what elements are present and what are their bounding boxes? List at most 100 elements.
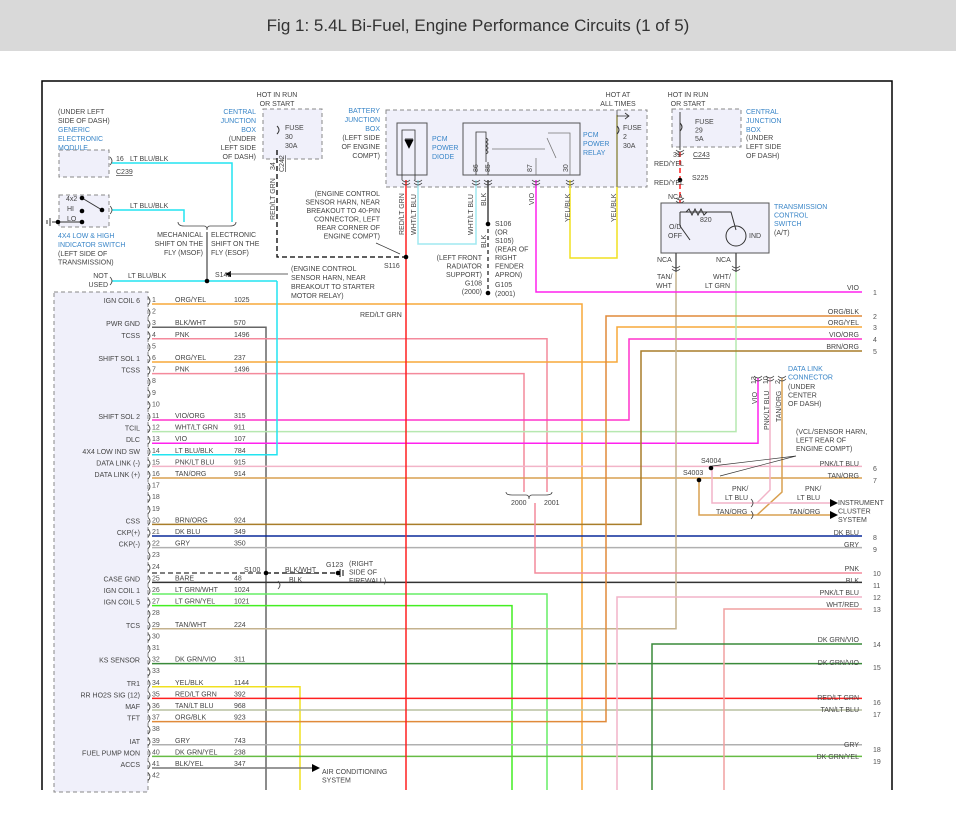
wire-color-label: GRY [175,541,190,548]
connector-icon [147,331,151,341]
label: FUSE [623,125,642,132]
circuit-number: 238 [234,749,246,756]
label: FUSE [695,119,714,126]
connector-icon [147,366,151,375]
connector-icon [147,447,151,457]
pin-function-label: TCIL [125,426,140,433]
right-terminal-number: 11 [873,583,880,590]
wire-4x4-switch [112,209,185,222]
wire-pin-1 [152,303,583,790]
label: CENTER [788,393,817,400]
wire-pin-11 [152,338,862,421]
connector-icon [401,179,411,186]
label: (UNDER [788,384,815,391]
connector-icon [147,505,151,515]
pcm-power-relay-label: POWER [583,141,609,148]
label: (A/T) [774,230,790,237]
pin-number: 5 [152,343,156,350]
wire-pin-7 [152,372,525,492]
4x4-switch-name: 4X4 LOW & HIGH [58,233,114,240]
pcm-power-diode-label: DIODE [432,154,455,161]
label: YEL/BLK [565,193,572,222]
wire-color-label: ORG/YEL [175,297,206,304]
diagram-frame [41,80,893,790]
pin-number: 15 [152,459,160,466]
arrow-to-cluster-icon [830,499,838,507]
right-terminal-number: 15 [873,665,881,672]
connector-icon [147,401,151,410]
wire-color-label: PNK [175,332,190,339]
label: 30A [623,143,636,150]
wire-color-label: PNK/LT BLU [175,459,214,466]
label: BLK [481,234,488,248]
right-terminal-number: 14 [873,642,881,649]
tcs-name: SWITCH [774,221,802,228]
gem-module-box [58,149,110,178]
right-terminal-number: 1 [873,290,877,297]
circuit-number: 784 [234,448,246,455]
right-terminal-number: 6 [873,466,877,473]
label: OFF [668,233,682,240]
pin-number: 31 [152,645,160,652]
label: 31 [673,152,681,159]
tcs-od-switch [679,212,691,241]
pcm-module-box [53,291,149,793]
electronic-shift-label: SHIFT ON THE [211,241,260,248]
pin-number: 35 [152,691,160,698]
wire-s4004-cluster [711,468,830,504]
label: RED/LT GRN [360,312,402,319]
pin-number: 14 [152,448,160,455]
pin-number: 16 [152,471,160,478]
ground-g123-dot [335,570,341,576]
label: S4003 [683,470,703,477]
connector-icon [750,510,754,520]
transmission-control-switch-box [660,202,770,254]
pin-number: 38 [152,726,160,733]
connector-icon [147,459,151,468]
label: FENDER [495,264,524,271]
label: 820 [700,217,712,224]
label: OF ENGINE [341,144,380,151]
connector-icon [147,691,151,700]
connector-icon [147,679,151,689]
mechanical-shift-label: FLY (MSOF) [164,250,203,257]
right-terminal-number: 18 [873,747,881,754]
circuit-number: 107 [234,436,246,443]
ground-g108-icon [485,290,491,296]
label: 4x2 [66,196,77,203]
connector-icon [147,354,151,364]
pin-function-label: IGN COIL 5 [104,600,140,607]
connector-icon [147,389,151,399]
switch-contact-dot [55,219,61,225]
label: TAN/ [657,274,672,281]
mechanical-shift-label: SHIFT ON THE [155,241,204,248]
cjb-name: BOX [241,127,256,134]
right-wire-label: BRN/ORG [826,344,859,351]
connector-icon [147,737,151,747]
label: RED/YEL [654,180,684,187]
right-wire-label: PNK/LT BLU [820,461,859,468]
circuit-number: 1025 [234,297,250,304]
circuit-number: 1024 [234,587,250,594]
wire-color-label: DK GRN/VIO [175,657,217,664]
label: SUPPORT) [446,272,482,279]
cjb-fuse29-box [671,108,742,148]
arrow-to-cluster-icon [830,511,838,519]
label: CONNECTOR, LEFT [314,217,381,224]
label: 34 [270,162,277,170]
connector-icon [147,667,151,677]
connector-icon [147,656,151,665]
label: 85 [485,164,492,172]
connector-icon [675,197,685,204]
pin-number: 10 [152,401,160,408]
label: (2001) [495,291,515,298]
connector-icon [483,179,493,186]
connector-icon [671,265,681,272]
connector-icon [147,609,151,619]
label: RED/YEL [654,161,684,168]
4x4-switch-icon [46,197,103,226]
pin-number: 27 [152,599,160,606]
pin-number: 24 [152,564,160,571]
circuit-number: 968 [234,703,246,710]
